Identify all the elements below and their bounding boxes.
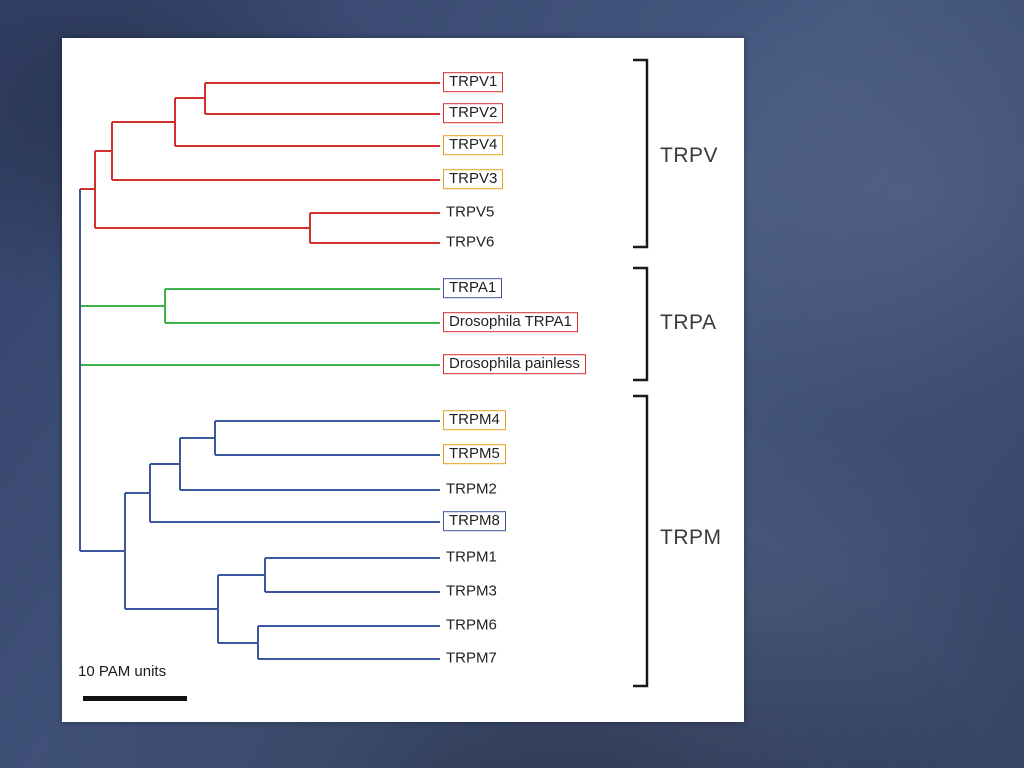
taxon-label-trpm5: TRPM5 (443, 444, 506, 465)
family-bracket (633, 394, 649, 688)
taxon-label-trpm4: TRPM4 (443, 410, 506, 431)
phylogenetic-tree-lines (79, 58, 649, 688)
taxon-label-trpv5: TRPV5 (443, 203, 498, 222)
taxon-label-trpa1: TRPA1 (443, 278, 503, 299)
taxon-label-trpm2: TRPM2 (443, 480, 500, 499)
taxon-label-trpv2: TRPV2 (443, 103, 504, 124)
taxon-label-trpv6: TRPV6 (443, 233, 498, 252)
family-bracket (633, 58, 649, 249)
taxon-label-trpm8: TRPM8 (443, 511, 506, 532)
taxon-label-drosophila-trpa1: Drosophila TRPA1 (443, 312, 578, 333)
taxon-label-trpm3: TRPM3 (443, 582, 500, 601)
taxon-label-trpm7: TRPM7 (443, 649, 500, 668)
family-label-trpa: TRPA (660, 311, 717, 334)
scale-label: 10 PAM units (78, 663, 167, 680)
taxon-label-trpm1: TRPM1 (443, 548, 500, 567)
taxon-label-trpv4: TRPV4 (443, 135, 504, 156)
family-label-trpv: TRPV (660, 144, 719, 167)
taxon-label-trpv1: TRPV1 (443, 72, 504, 93)
family-label-trpm: TRPM (660, 526, 722, 549)
taxon-label-trpm6: TRPM6 (443, 616, 500, 635)
taxon-label-trpv3: TRPV3 (443, 169, 504, 190)
family-bracket (633, 266, 649, 382)
scale-bar (83, 696, 187, 701)
figure-panel: TRPV1 TRPV2 TRPV4 TRPV3 TRPV5 TRPV6 TRPA1 Droso… (62, 38, 744, 722)
taxon-label-drosophila-painless: Drosophila painless (443, 354, 586, 375)
